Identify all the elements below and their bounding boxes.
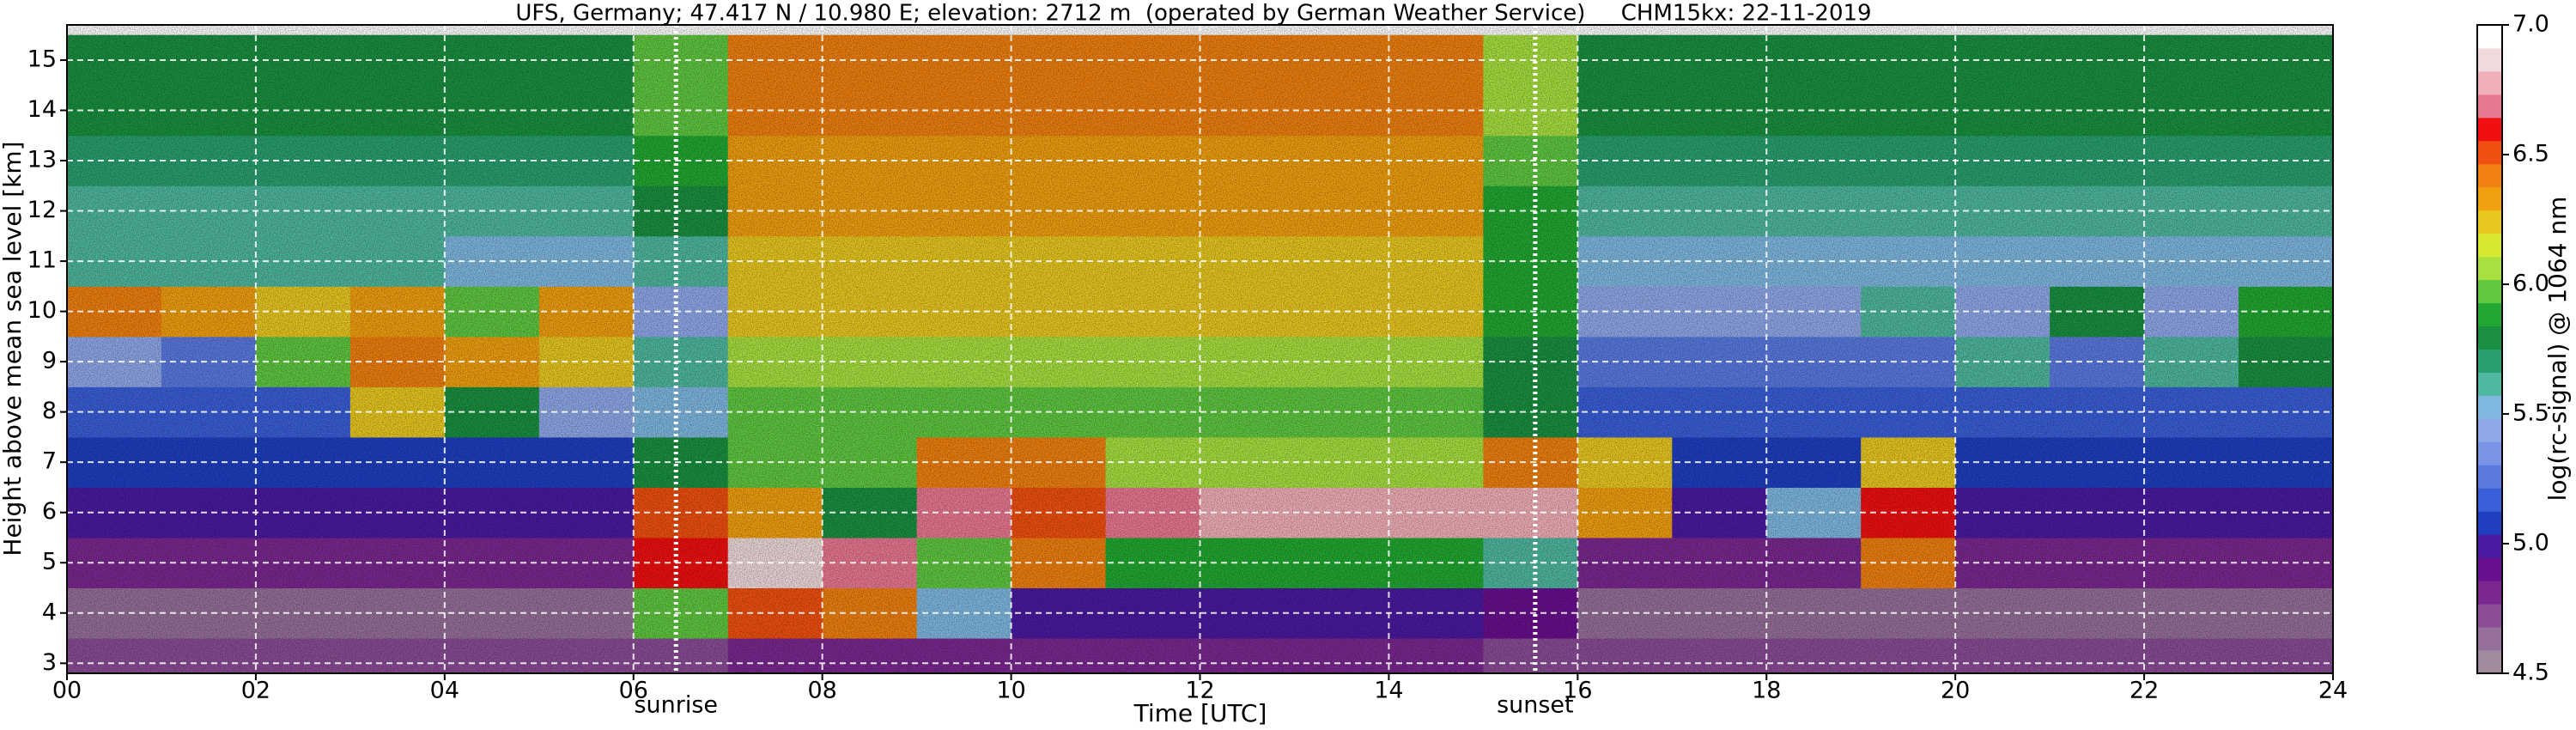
colorbar-segment — [2477, 163, 2502, 188]
x-tick-label: 00 — [52, 678, 82, 704]
x-tick-label: 14 — [1374, 678, 1403, 704]
y-axis-label: Height above mean sea level [km] — [0, 141, 27, 556]
colorbar-segment — [2477, 627, 2502, 651]
colorbar-segment — [2477, 325, 2502, 350]
x-tick-label: 04 — [430, 678, 459, 704]
colorbar-segment — [2477, 279, 2502, 304]
x-tick-label: 24 — [2318, 678, 2348, 704]
colorbar-tick-label: 6.0 — [2512, 271, 2549, 297]
colorbar-tick-label: 5.0 — [2512, 530, 2549, 557]
plot-frame — [66, 24, 2334, 674]
x-tick-label: 20 — [1941, 678, 1970, 704]
colorbar-segment — [2477, 186, 2502, 211]
x-tick-label: 12 — [1185, 678, 1214, 704]
x-tick-label: 08 — [807, 678, 836, 704]
chart-title: UFS, Germany; 47.417 N / 10.980 E; eleva… — [515, 1, 1871, 27]
colorbar-segment — [2477, 233, 2502, 258]
y-tick-label: 13 — [27, 147, 57, 173]
y-tick-label: 8 — [42, 398, 57, 424]
colorbar-segment — [2477, 47, 2502, 72]
colorbar-segment — [2477, 210, 2502, 234]
x-tick-label: 06 — [619, 678, 648, 704]
x-axis-label: Time [UTC] — [1133, 699, 1267, 727]
colorbar-segment — [2477, 488, 2502, 512]
colorbar-segment — [2477, 70, 2502, 95]
colorbar-segment — [2477, 557, 2502, 581]
colorbar-label: log(rc-signal) @ 1064 nm — [2543, 197, 2572, 502]
colorbar-segment — [2477, 441, 2502, 465]
colorbar-frame — [2476, 24, 2503, 674]
colorbar-segment — [2477, 395, 2502, 419]
colorbar-segment — [2477, 372, 2502, 396]
colorbar-segment — [2477, 256, 2502, 281]
y-tick-label: 4 — [42, 599, 57, 625]
x-tick-label: 16 — [1563, 678, 1592, 704]
colorbar-segment — [2477, 534, 2502, 558]
colorbar-segment — [2477, 302, 2502, 327]
colorbar-segment — [2477, 117, 2502, 142]
colorbar-tick-label: 6.5 — [2512, 141, 2549, 167]
colorbar-segment — [2477, 650, 2502, 674]
colorbar-tick-label: 7.0 — [2512, 11, 2549, 38]
colorbar-segment — [2477, 511, 2502, 535]
y-tick-label: 5 — [42, 549, 57, 575]
y-tick-label: 12 — [27, 197, 57, 223]
colorbar-tick-label: 5.5 — [2512, 400, 2549, 427]
y-tick-label: 15 — [27, 46, 57, 72]
colorbar-segment — [2477, 604, 2502, 628]
colorbar-segment — [2477, 349, 2502, 373]
y-tick-label: 10 — [27, 297, 57, 324]
annotation-label: sunset — [1497, 692, 1574, 719]
x-tick-label: 22 — [2129, 678, 2159, 704]
colorbar-segment — [2477, 581, 2502, 605]
annotation-label: sunrise — [634, 692, 718, 719]
y-tick-label: 6 — [42, 498, 57, 525]
x-tick-label: 10 — [996, 678, 1025, 704]
colorbar-segment — [2477, 94, 2502, 119]
colorbar-tick-label: 4.5 — [2512, 660, 2549, 686]
y-tick-label: 14 — [27, 96, 57, 123]
y-tick-label: 3 — [42, 649, 57, 676]
x-tick-label: 18 — [1752, 678, 1781, 704]
x-tick-label: 02 — [241, 678, 270, 704]
y-tick-label: 9 — [42, 348, 57, 374]
colorbar-segment — [2477, 140, 2502, 165]
colorbar-segment — [2477, 25, 2502, 49]
y-tick-label: 11 — [27, 247, 57, 274]
colorbar-segment — [2477, 465, 2502, 489]
colorbar-segment — [2477, 418, 2502, 442]
y-tick-label: 7 — [42, 448, 57, 475]
